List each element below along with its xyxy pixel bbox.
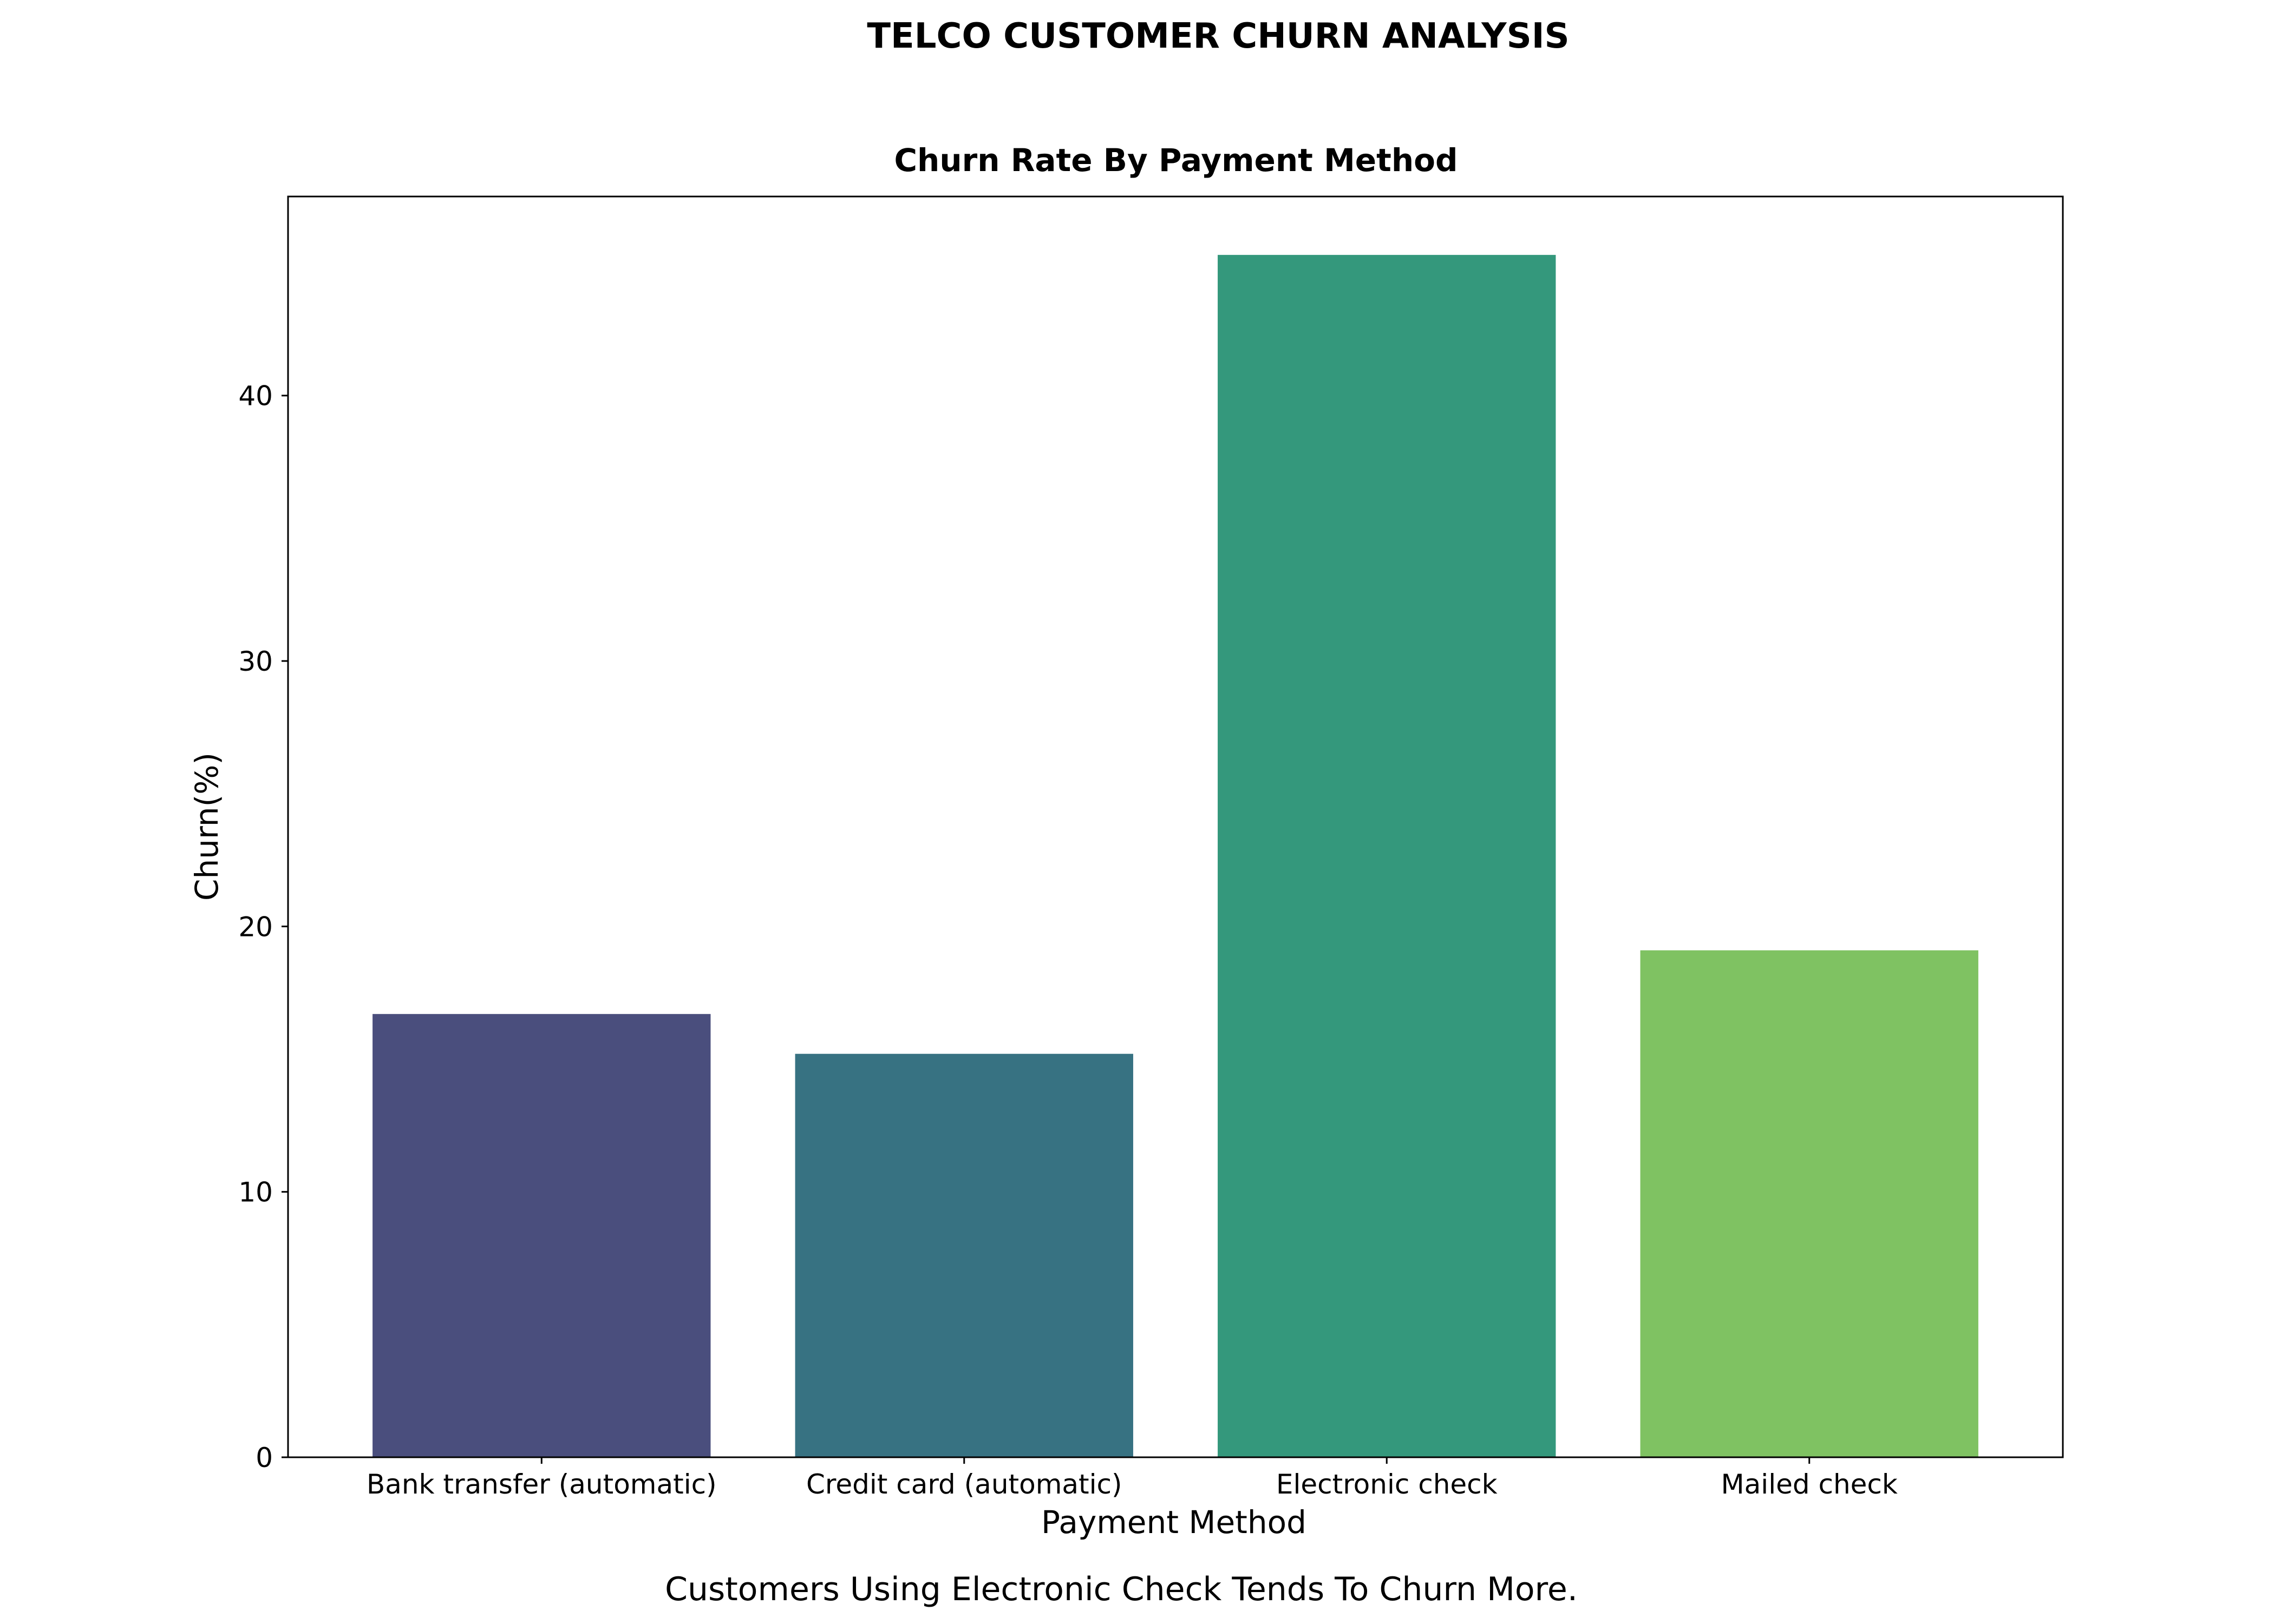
plot-frame <box>287 195 2064 1458</box>
figure-caption: Customers Using Electronic Check Tends T… <box>665 1570 1578 1608</box>
figure-suptitle: TELCO CUSTOMER CHURN ANALYSIS <box>867 16 1569 56</box>
x-tick-label: Bank transfer (automatic) <box>367 1469 717 1500</box>
bars <box>373 254 1978 1458</box>
x-tick-label: Mailed check <box>1721 1469 1898 1500</box>
bar <box>373 1014 711 1457</box>
bar <box>795 1053 1133 1457</box>
x-axis-ticks: Bank transfer (automatic) Credit card (au… <box>367 1457 1898 1500</box>
chart-title: Churn Rate By Payment Method <box>894 142 1458 179</box>
y-tick-label: 0 <box>256 1442 273 1474</box>
x-axis-label: Payment Method <box>1041 1504 1306 1541</box>
y-axis-ticks: 0 10 20 30 40 <box>238 381 288 1474</box>
bar <box>1640 950 1978 1457</box>
y-tick-label: 30 <box>238 646 273 677</box>
y-tick-label: 10 <box>238 1177 273 1208</box>
bar <box>1218 254 1556 1458</box>
y-axis-label: Churn(%) <box>188 752 225 901</box>
y-tick-label: 20 <box>238 911 273 942</box>
x-tick-label: Electronic check <box>1276 1469 1498 1500</box>
x-tick-label: Credit card (automatic) <box>806 1469 1122 1500</box>
y-tick-label: 40 <box>238 381 273 412</box>
